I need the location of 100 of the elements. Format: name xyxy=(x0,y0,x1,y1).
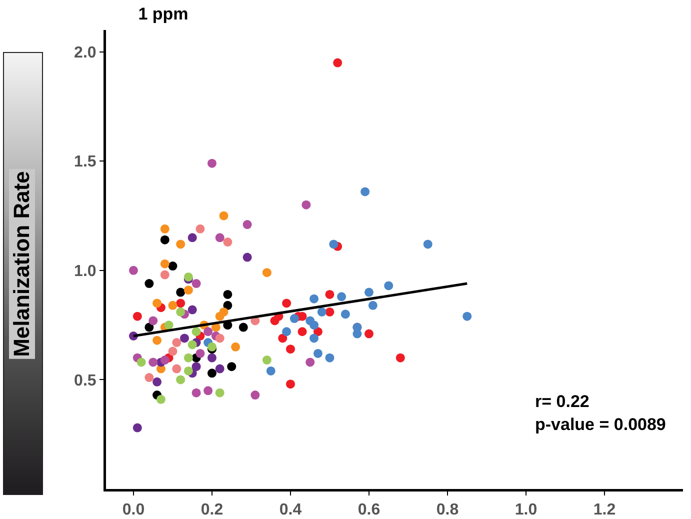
point xyxy=(325,290,334,299)
x-tick-label: 0.8 xyxy=(436,502,459,519)
point xyxy=(176,288,186,297)
point xyxy=(148,358,158,367)
point xyxy=(132,423,142,432)
point xyxy=(384,281,394,290)
point xyxy=(360,187,370,196)
point xyxy=(227,362,236,372)
point xyxy=(364,329,374,338)
point xyxy=(152,298,162,308)
x-tick-label: 0.4 xyxy=(279,502,302,519)
point xyxy=(196,224,205,234)
point xyxy=(188,233,197,242)
point xyxy=(176,298,186,308)
chart-title: 1 ppm xyxy=(138,4,188,24)
point xyxy=(223,238,232,247)
point xyxy=(298,327,307,336)
point xyxy=(423,240,432,249)
point xyxy=(250,390,260,400)
point xyxy=(282,298,292,308)
point xyxy=(160,224,170,234)
point xyxy=(333,58,342,68)
point xyxy=(192,388,201,398)
point xyxy=(270,316,280,326)
point xyxy=(329,240,338,249)
point xyxy=(172,364,182,374)
point xyxy=(396,353,405,362)
point xyxy=(184,286,193,295)
point xyxy=(219,211,228,220)
annotation: r= 0.22 xyxy=(535,392,590,411)
point xyxy=(290,314,299,324)
point xyxy=(160,356,170,365)
y-tick-label: 2.0 xyxy=(74,44,96,62)
annotation: p-value = 0.0089 xyxy=(535,415,666,434)
point xyxy=(282,327,292,336)
point xyxy=(286,380,295,389)
point xyxy=(337,292,346,302)
point xyxy=(262,356,272,365)
point xyxy=(144,279,154,288)
y-tick-label: 0.5 xyxy=(74,372,96,390)
point xyxy=(136,358,146,367)
point xyxy=(242,252,252,262)
point xyxy=(160,270,170,280)
x-tick-label: 1.0 xyxy=(514,502,538,519)
point xyxy=(132,312,142,321)
point xyxy=(168,262,178,271)
point xyxy=(184,272,193,282)
y-tick-label: 1.5 xyxy=(74,154,96,171)
point xyxy=(128,266,138,275)
point xyxy=(192,279,201,288)
point xyxy=(310,320,319,330)
x-tick-label: 0.0 xyxy=(122,502,145,519)
point xyxy=(188,340,197,350)
point xyxy=(152,336,162,345)
point xyxy=(340,310,350,319)
point xyxy=(156,394,166,404)
point xyxy=(168,300,178,310)
point xyxy=(144,322,154,332)
point xyxy=(306,358,315,367)
point xyxy=(223,300,232,310)
point xyxy=(184,353,193,362)
point xyxy=(313,348,322,358)
point xyxy=(148,316,158,326)
point xyxy=(176,240,186,249)
point xyxy=(215,364,224,374)
point xyxy=(207,368,216,378)
point xyxy=(207,158,216,168)
point xyxy=(317,307,326,316)
point xyxy=(160,259,170,268)
point xyxy=(192,327,201,336)
point xyxy=(188,305,197,314)
point xyxy=(462,312,472,321)
point xyxy=(215,388,224,398)
point xyxy=(204,327,213,336)
point xyxy=(286,344,295,354)
point xyxy=(164,320,174,330)
x-tick-label: 1.2 xyxy=(593,502,616,519)
y-tick-label: 1.0 xyxy=(74,263,96,280)
point xyxy=(172,338,182,348)
point xyxy=(223,290,232,299)
point xyxy=(325,307,334,316)
point xyxy=(325,353,334,362)
y-axis-title: Melanization Rate xyxy=(9,169,35,359)
point xyxy=(215,312,224,321)
x-tick-label: 0.6 xyxy=(358,502,380,519)
x-tick-label: 0.2 xyxy=(200,502,224,519)
point xyxy=(196,348,205,358)
point xyxy=(266,366,276,376)
point xyxy=(192,362,201,372)
point xyxy=(302,200,311,210)
point xyxy=(278,334,288,343)
point xyxy=(160,235,170,244)
point xyxy=(368,300,378,310)
point xyxy=(231,342,240,352)
point xyxy=(310,294,319,304)
point xyxy=(168,346,178,356)
point xyxy=(215,334,224,343)
point xyxy=(207,342,216,352)
point xyxy=(176,375,186,384)
point xyxy=(242,220,252,230)
